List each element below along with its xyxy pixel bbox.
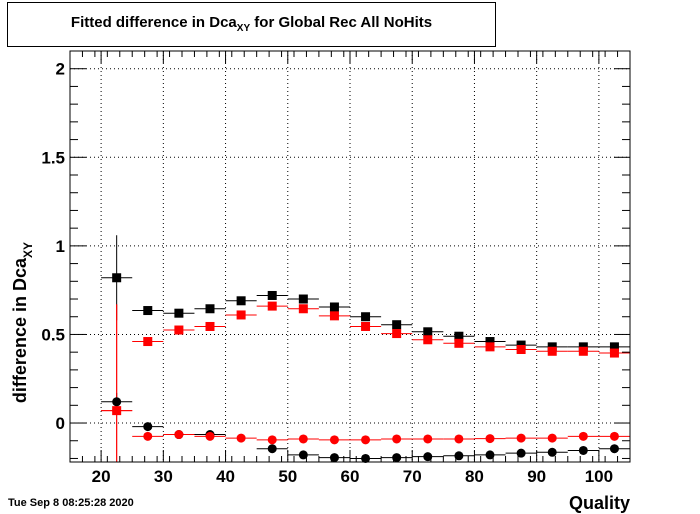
square-marker [609,342,619,352]
circle-marker [267,444,277,454]
square-marker [578,346,588,356]
square-marker [298,294,308,304]
tick-labels: 20 30 40 50 60 70 80 90 100 0 0.5 1 1.5 2 [41,60,613,486]
circle-marker [298,434,308,444]
square-marker [112,273,122,283]
circle-marker [205,431,215,441]
x-tick-label: 90 [527,467,546,486]
square-marker [267,290,277,300]
circle-marker [578,445,588,455]
square-marker [485,337,495,347]
x-tick-label: 100 [585,467,613,486]
circle-marker [423,434,433,444]
y-tick-label: 0.5 [41,325,65,344]
square-marker [423,335,433,345]
square-marker [516,345,526,355]
square-marker [392,329,402,339]
x-tick-label: 70 [403,467,422,486]
circle-marker [454,434,464,444]
square-marker [143,306,153,316]
square-marker [609,348,619,358]
title-prefix: Fitted difference in Dca [70,14,237,31]
circle-marker [609,431,619,441]
square-marker [485,342,495,352]
circle-marker [143,422,153,432]
chart-title-box: Fitted difference in DcaXY for Global Re… [7,2,496,47]
x-axis-title: Quality [569,493,630,513]
circle-marker [516,448,526,458]
x-tick-label: 50 [278,467,297,486]
square-marker [205,304,215,314]
x-tick-label: 80 [465,467,484,486]
circle-marker [267,435,277,445]
square-marker [143,337,153,347]
y-tick-label: 1 [56,237,65,256]
circle-marker [485,450,495,460]
circle-marker [609,444,619,454]
square-marker [267,301,277,311]
square-marker [329,311,339,321]
circle-marker [112,406,122,416]
y-tick-label: 2 [56,60,65,79]
circle-marker [392,453,402,463]
circle-marker [329,435,339,445]
circle-marker [454,451,464,461]
y-tick-label: 0 [56,414,65,433]
x-tick-label: 30 [154,467,173,486]
timestamp: Tue Sep 8 08:25:28 2020 [8,497,134,509]
x-tick-label: 60 [341,467,360,486]
grid [70,51,630,462]
markers [112,273,619,463]
circle-marker [298,450,308,460]
square-marker [361,321,371,331]
circle-marker [236,433,246,443]
square-marker [174,325,184,335]
circle-marker [547,433,557,443]
circle-marker [485,434,495,444]
circle-marker [112,397,122,407]
square-marker [205,321,215,331]
circle-marker [516,433,526,443]
y-axis-title: difference in DcaXY [10,242,35,403]
x-tick-label: 20 [92,467,111,486]
square-marker [454,331,464,341]
y-tick-label: 1.5 [41,148,65,167]
axis-ticks [69,50,631,462]
chart-title: Fitted difference in DcaXY for Global Re… [8,14,495,34]
square-marker [298,304,308,314]
square-marker [454,338,464,348]
circle-marker [143,431,153,441]
square-marker [236,310,246,320]
plot-frame [69,50,631,463]
square-marker [329,302,339,312]
circle-marker [578,431,588,441]
square-marker [174,308,184,318]
circle-marker [361,453,371,463]
square-marker [392,320,402,330]
square-marker [423,327,433,337]
square-marker [547,346,557,356]
x-tick-label: 40 [216,467,235,486]
square-marker [361,312,371,322]
circle-marker [547,447,557,457]
title-suffix: for Global Rec All NoHits [250,14,433,31]
square-marker [236,296,246,306]
title-subscript: XY [236,23,251,34]
circle-marker [174,430,184,440]
circle-marker [423,452,433,462]
circle-marker [329,453,339,463]
y-axis-title-subscript: XY [21,242,35,258]
circle-marker [392,434,402,444]
circle-marker [361,435,371,445]
y-axis-title-main: difference in Dca [10,257,30,403]
